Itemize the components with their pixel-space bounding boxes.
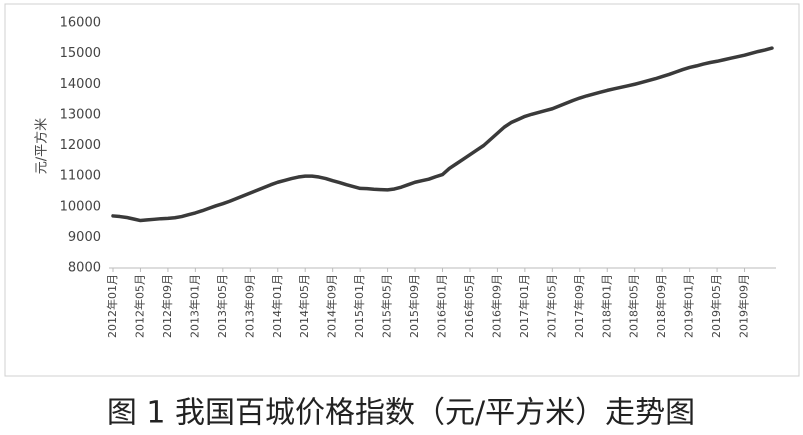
x-tick-label: 2019年05月: [709, 274, 723, 338]
x-tick-label: 2019年09月: [737, 274, 751, 338]
x-tick-label: 2013年05月: [215, 274, 229, 338]
y-tick-label: 15000: [60, 46, 101, 61]
x-tick-label: 2013年01月: [187, 274, 201, 338]
y-tick-label: 9000: [68, 230, 101, 245]
x-tick-label: 2018年05月: [627, 274, 641, 338]
x-tick-label: 2019年01月: [682, 274, 696, 338]
x-tick-label: 2012年09月: [160, 274, 174, 338]
x-tick-label: 2012年01月: [105, 274, 119, 338]
y-tick-label: 8000: [68, 261, 101, 276]
y-tick-label: 10000: [60, 199, 101, 214]
x-tick-label: 2014年09月: [325, 274, 339, 338]
chart-frame: [4, 3, 800, 377]
chart-title: 图 1 我国百城价格指数（元/平方米）走势图: [107, 396, 695, 431]
x-tick-label: 2018年01月: [599, 274, 613, 338]
x-tick-label: 2018年09月: [654, 274, 668, 338]
y-tick-label: 14000: [60, 77, 101, 92]
x-tick-label: 2012年05月: [132, 274, 146, 338]
x-tick-label: 2016年01月: [435, 274, 449, 338]
x-tick-label: 2013年09月: [242, 274, 256, 338]
y-axis-label: 元/平方米: [34, 118, 50, 174]
data-line: [111, 46, 774, 223]
x-tick-label: 2017年05月: [544, 274, 558, 338]
x-tick-label: 2017年09月: [572, 274, 586, 338]
y-tick-label: 13000: [60, 107, 101, 122]
x-tick-label: 2016年09月: [489, 274, 503, 338]
x-tick-label: 2015年01月: [352, 274, 366, 338]
x-tick-label: 2015年09月: [407, 274, 421, 338]
y-tick-label: 11000: [60, 169, 101, 184]
x-tick-label: 2016年05月: [462, 274, 476, 338]
y-tick-label: 16000: [60, 16, 101, 31]
x-tick-label: 2014年01月: [270, 274, 284, 338]
x-tick-label: 2014年05月: [297, 274, 311, 338]
y-tick-label: 12000: [60, 138, 101, 153]
x-tick-label: 2017年01月: [517, 274, 531, 338]
x-tick-label: 2015年05月: [380, 274, 394, 338]
